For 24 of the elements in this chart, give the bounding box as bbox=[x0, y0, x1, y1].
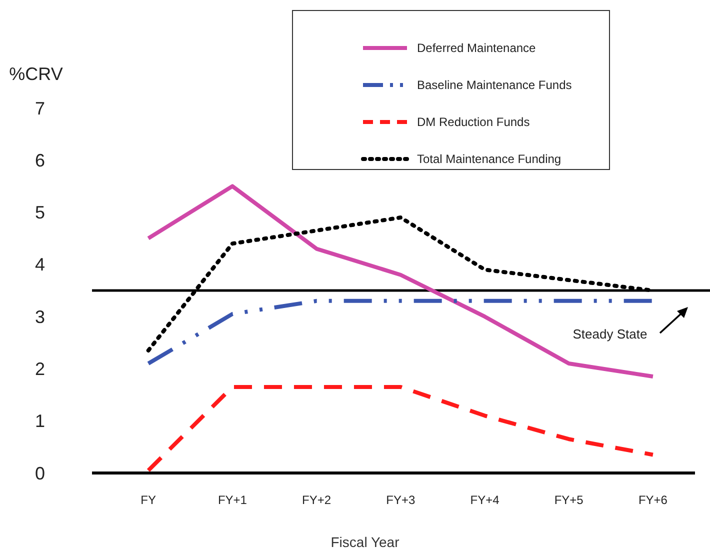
y-tick-label: 2 bbox=[34, 359, 46, 380]
ref-line-label: Steady State bbox=[572, 326, 648, 342]
y-tick-label: 6 bbox=[34, 150, 46, 170]
legend-label: Total Maintenance Funding bbox=[417, 152, 562, 166]
x-tick-label: FY+4 bbox=[470, 493, 500, 507]
x-tick-label: FY+3 bbox=[386, 493, 416, 507]
x-tick-label: FY+2 bbox=[302, 493, 332, 507]
line-series bbox=[146, 184, 655, 379]
x-tick-label: FY+1 bbox=[218, 493, 248, 507]
x-tick-label: FY+5 bbox=[554, 493, 584, 507]
y-tick-label: 7 bbox=[34, 98, 46, 118]
y-tick-label: 1 bbox=[34, 411, 46, 432]
y-tick-label: 5 bbox=[34, 202, 46, 223]
y-tick-label: 4 bbox=[34, 254, 46, 275]
line-series bbox=[146, 384, 655, 472]
y-tick-label: 0 bbox=[34, 463, 46, 484]
y-tick-label: 3 bbox=[34, 306, 46, 327]
x-axis-title: Fiscal Year bbox=[330, 534, 400, 550]
legend-label: Baseline Maintenance Funds bbox=[417, 78, 572, 92]
x-tick-label: FY+6 bbox=[638, 493, 668, 507]
y-axis-title: %CRV bbox=[9, 64, 63, 84]
legend-label: Deferred Maintenance bbox=[417, 40, 536, 54]
legend-label: DM Reduction Funds bbox=[417, 114, 530, 128]
x-tick-label: FY bbox=[140, 493, 156, 507]
